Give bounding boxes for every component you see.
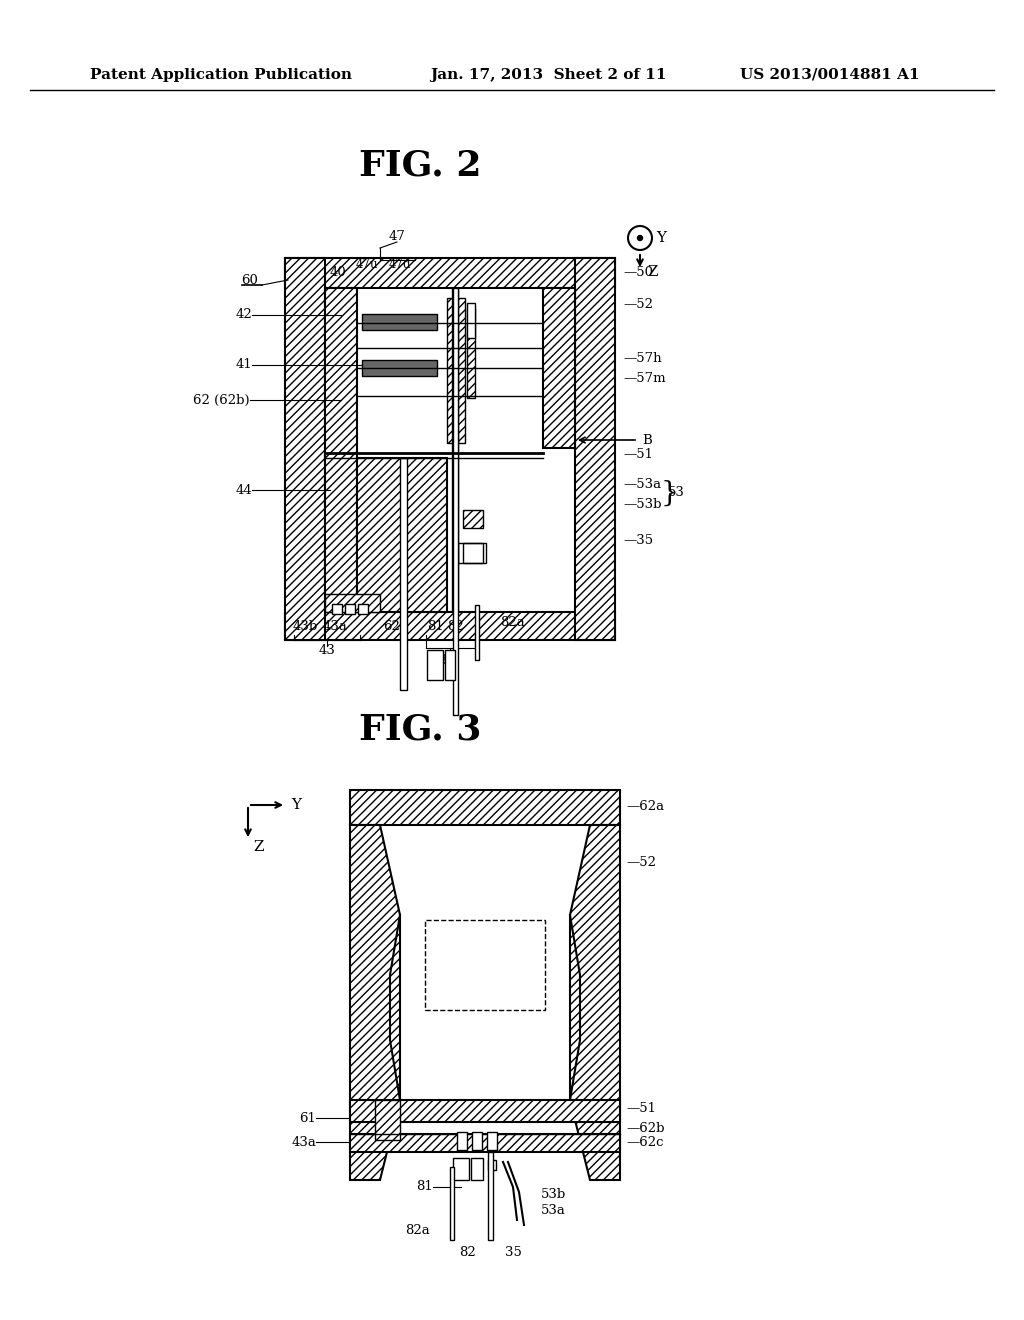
Bar <box>325 594 380 612</box>
Text: —57m: —57m <box>623 371 666 384</box>
Bar <box>450 1167 454 1239</box>
Text: B: B <box>642 433 651 446</box>
Bar <box>375 1100 400 1140</box>
Text: 43a: 43a <box>291 1135 316 1148</box>
Text: —57h: —57h <box>623 351 662 364</box>
Text: Z: Z <box>253 840 263 854</box>
Bar <box>447 298 465 444</box>
Bar <box>453 1158 469 1180</box>
Text: 47: 47 <box>388 231 406 243</box>
Text: 62 (62b): 62 (62b) <box>194 393 250 407</box>
Text: —51: —51 <box>623 449 653 462</box>
Bar <box>457 1133 467 1150</box>
Text: 82a: 82a <box>406 1224 430 1237</box>
Text: —53b: —53b <box>623 499 662 511</box>
Bar <box>458 1160 466 1170</box>
Text: Patent Application Publication: Patent Application Publication <box>90 69 352 82</box>
Bar <box>467 308 475 399</box>
Bar <box>400 458 407 690</box>
Text: 53b: 53b <box>541 1188 566 1200</box>
Text: 80: 80 <box>441 653 459 667</box>
Text: FIG. 3: FIG. 3 <box>358 713 481 747</box>
Text: Y: Y <box>656 231 666 246</box>
Text: —62a: —62a <box>626 800 665 813</box>
Text: 47u: 47u <box>355 257 378 271</box>
Text: 82: 82 <box>447 620 464 634</box>
Bar <box>357 458 447 612</box>
Text: 43b: 43b <box>293 620 317 634</box>
Text: 41: 41 <box>236 359 252 371</box>
Bar <box>362 360 437 376</box>
Bar <box>285 612 615 640</box>
Text: 35: 35 <box>505 1246 522 1258</box>
Text: —52: —52 <box>623 298 653 312</box>
Text: 43: 43 <box>318 644 336 657</box>
Bar <box>350 789 620 825</box>
Bar <box>487 1133 497 1150</box>
Polygon shape <box>570 825 620 1180</box>
Text: 62c: 62c <box>383 620 408 634</box>
Text: 43a: 43a <box>323 620 347 634</box>
Bar <box>345 605 355 614</box>
Text: Jan. 17, 2013  Sheet 2 of 11: Jan. 17, 2013 Sheet 2 of 11 <box>430 69 667 82</box>
Bar <box>467 304 475 338</box>
Text: 47d: 47d <box>389 257 412 271</box>
Text: US 2013/0014881 A1: US 2013/0014881 A1 <box>740 69 920 82</box>
Bar <box>543 288 575 447</box>
Text: —52: —52 <box>626 855 656 869</box>
Text: 53: 53 <box>668 487 685 499</box>
Text: —51: —51 <box>626 1101 656 1114</box>
Bar <box>350 1134 620 1152</box>
Text: 42: 42 <box>236 309 252 322</box>
Text: 61: 61 <box>299 1111 316 1125</box>
Bar <box>473 1160 481 1170</box>
Bar <box>472 1133 482 1150</box>
Text: 40: 40 <box>330 265 347 279</box>
Bar <box>458 543 486 564</box>
Bar <box>463 510 483 528</box>
Bar <box>350 1100 620 1122</box>
Text: Y: Y <box>291 799 301 812</box>
Text: 44: 44 <box>236 483 252 496</box>
Text: Z: Z <box>647 265 657 279</box>
Text: —53a: —53a <box>623 479 662 491</box>
Bar <box>575 257 615 640</box>
Text: 81: 81 <box>416 1180 433 1193</box>
Bar <box>453 288 458 715</box>
Bar <box>325 288 357 612</box>
Bar <box>332 605 342 614</box>
Bar <box>358 605 368 614</box>
Polygon shape <box>350 825 400 1180</box>
Text: —62b: —62b <box>626 1122 665 1134</box>
Bar <box>488 1152 493 1239</box>
Bar <box>488 1160 496 1170</box>
Text: —50: —50 <box>623 267 653 280</box>
Text: FIG. 2: FIG. 2 <box>358 148 481 182</box>
Bar <box>452 288 458 612</box>
Bar <box>285 257 615 288</box>
Bar <box>463 543 483 564</box>
Bar <box>471 1158 483 1180</box>
Circle shape <box>638 235 642 240</box>
Text: }: } <box>660 479 678 507</box>
Bar <box>362 314 437 330</box>
Text: 53a: 53a <box>541 1204 566 1217</box>
Text: 60: 60 <box>242 273 258 286</box>
Bar <box>445 649 455 680</box>
Text: 81: 81 <box>428 620 444 634</box>
Text: —62c: —62c <box>626 1135 664 1148</box>
Bar <box>475 605 479 660</box>
Text: —35: —35 <box>623 533 653 546</box>
Text: 82: 82 <box>459 1246 475 1258</box>
Bar <box>285 257 325 640</box>
Text: 82a: 82a <box>500 615 524 628</box>
Bar <box>425 920 545 1010</box>
Bar <box>427 649 443 680</box>
